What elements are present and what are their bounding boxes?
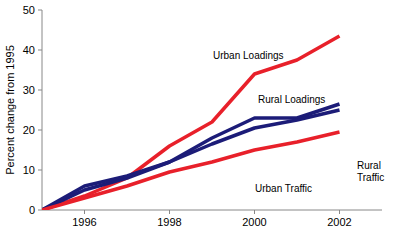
x-tick-label: 2000 <box>242 216 266 228</box>
x-tick <box>339 210 340 214</box>
series-label: Urban Traffic <box>255 183 312 194</box>
y-tick-label: 20 <box>23 124 35 136</box>
y-tick <box>38 90 42 91</box>
y-tick-label: 50 <box>23 4 35 16</box>
series-label-line: Traffic <box>357 172 384 183</box>
y-tick <box>38 170 42 171</box>
series-label: Urban Loadings <box>213 50 284 61</box>
x-tick-label: 1998 <box>157 216 181 228</box>
y-tick <box>38 210 42 211</box>
series-label: Rural Traffic <box>357 160 384 183</box>
x-tick-label: 2002 <box>327 216 351 228</box>
series-label-line: Rural <box>357 160 384 171</box>
series-label: Rural Loadings <box>258 94 325 105</box>
y-tick-label: 10 <box>23 164 35 176</box>
x-axis <box>42 210 382 211</box>
series-line <box>42 104 340 210</box>
y-tick-label: 40 <box>23 44 35 56</box>
chart: 0 10 20 30 40 50 1996 1998 2000 2002 Percent chang… <box>0 0 400 230</box>
x-tick <box>84 210 85 214</box>
y-tick <box>38 130 42 131</box>
x-tick <box>254 210 255 214</box>
series-line <box>42 132 340 210</box>
y-tick <box>38 10 42 11</box>
y-axis-label: Percent change from 1995 <box>4 45 16 175</box>
y-tick-label: 0 <box>29 204 35 216</box>
plot-area <box>42 36 340 210</box>
series-line <box>42 36 340 210</box>
x-tick <box>169 210 170 214</box>
series-line <box>42 110 340 210</box>
y-axis <box>42 10 43 210</box>
x-tick-label: 1996 <box>72 216 96 228</box>
y-tick <box>38 50 42 51</box>
y-tick-label: 30 <box>23 84 35 96</box>
